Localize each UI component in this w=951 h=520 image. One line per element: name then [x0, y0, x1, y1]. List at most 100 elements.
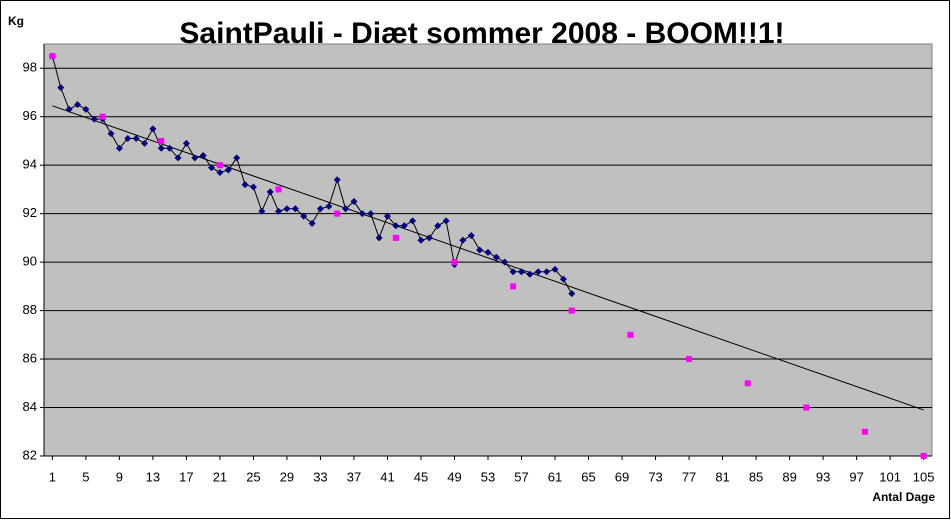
y-tick-label: 90: [23, 254, 37, 269]
marker: [182, 139, 190, 147]
marker: [115, 144, 123, 152]
marker: [501, 258, 509, 266]
x-tick-label: 45: [414, 469, 428, 484]
marker: [316, 205, 324, 213]
marker: [224, 166, 232, 174]
marker: [543, 268, 551, 276]
marker: [484, 248, 492, 256]
marker: [158, 137, 165, 144]
marker: [375, 234, 383, 242]
x-tick-label: 85: [749, 469, 763, 484]
marker: [65, 105, 73, 113]
marker: [526, 270, 534, 278]
y-tick-label: 84: [23, 399, 37, 414]
marker: [107, 130, 115, 138]
y-tick-label: 92: [23, 205, 37, 220]
marker: [559, 275, 567, 283]
x-tick-label: 41: [380, 469, 394, 484]
marker: [334, 210, 341, 217]
marker: [216, 168, 224, 176]
marker: [275, 186, 282, 193]
marker: [518, 268, 526, 276]
marker: [459, 236, 467, 244]
y-tick-label: 82: [23, 447, 37, 462]
x-tick-label: 61: [548, 469, 562, 484]
marker: [57, 84, 65, 92]
marker: [568, 307, 575, 314]
marker: [627, 331, 634, 338]
marker: [434, 222, 442, 230]
x-tick-label: 49: [447, 469, 461, 484]
x-tick-label: 93: [816, 469, 830, 484]
marker: [492, 253, 500, 261]
marker: [358, 210, 366, 218]
marker: [510, 283, 517, 290]
trendline: [52, 105, 924, 411]
marker: [249, 183, 257, 191]
marker: [342, 205, 350, 213]
marker: [308, 219, 316, 227]
x-tick-label: 21: [213, 469, 227, 484]
marker: [476, 246, 484, 254]
x-tick-label: 53: [481, 469, 495, 484]
marker: [744, 380, 751, 387]
x-tick-label: 33: [313, 469, 327, 484]
x-tick-label: 81: [715, 469, 729, 484]
y-tick-label: 94: [23, 157, 37, 172]
marker: [216, 162, 223, 169]
x-tick-label: 97: [849, 469, 863, 484]
marker: [233, 154, 241, 162]
marker: [291, 205, 299, 213]
x-tick-label: 9: [116, 469, 123, 484]
marker: [367, 210, 375, 218]
marker: [74, 101, 82, 109]
marker: [861, 428, 868, 435]
y-axis-label: Kg: [8, 14, 24, 28]
marker: [400, 222, 408, 230]
marker: [141, 139, 149, 147]
x-tick-label: 1: [49, 469, 56, 484]
y-tick-label: 88: [23, 302, 37, 317]
marker: [241, 181, 249, 189]
x-tick-label: 5: [82, 469, 89, 484]
x-axis-label: Antal Dage: [872, 490, 935, 504]
marker: [383, 212, 391, 220]
x-tick-label: 37: [347, 469, 361, 484]
marker: [686, 356, 693, 363]
marker: [258, 207, 266, 215]
marker: [392, 222, 400, 230]
marker: [174, 154, 182, 162]
x-tick-label: 69: [615, 469, 629, 484]
marker: [350, 198, 358, 206]
x-tick-label: 13: [146, 469, 160, 484]
x-tick-label: 105: [913, 469, 935, 484]
marker: [149, 125, 157, 133]
x-tick-label: 73: [648, 469, 662, 484]
x-tick-label: 57: [514, 469, 528, 484]
marker: [803, 404, 810, 411]
marker: [333, 176, 341, 184]
x-tick-label: 17: [179, 469, 193, 484]
marker: [266, 188, 274, 196]
x-tick-label: 101: [879, 469, 901, 484]
marker: [442, 217, 450, 225]
marker: [157, 144, 165, 152]
x-tick-label: 25: [246, 469, 260, 484]
marker: [467, 231, 475, 239]
marker: [920, 453, 927, 459]
marker: [199, 151, 207, 159]
marker: [49, 53, 56, 60]
x-tick-label: 29: [280, 469, 294, 484]
marker: [99, 113, 106, 120]
marker: [191, 154, 199, 162]
marker: [451, 259, 458, 266]
marker: [568, 290, 576, 298]
x-tick-label: 65: [581, 469, 595, 484]
x-tick-label: 77: [682, 469, 696, 484]
y-tick-label: 96: [23, 108, 37, 123]
marker: [409, 217, 417, 225]
marker: [534, 268, 542, 276]
marker: [124, 135, 132, 143]
marker: [392, 234, 399, 241]
